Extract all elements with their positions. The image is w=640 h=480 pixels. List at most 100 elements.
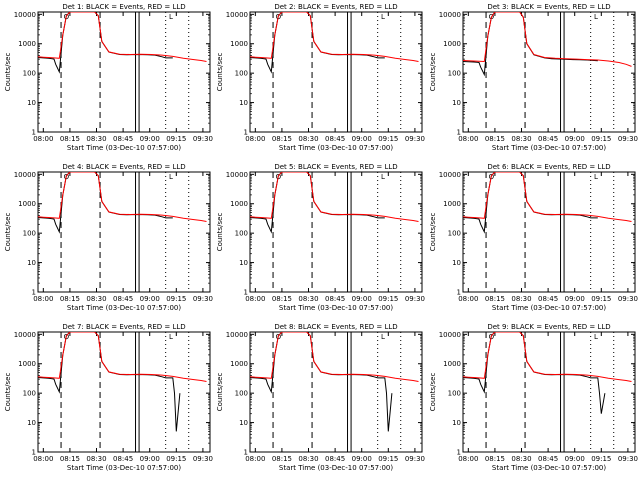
- x-tick-label: 08:45: [113, 455, 133, 463]
- x-tick-label: 08:00: [33, 295, 53, 303]
- x-tick-label: 08:30: [511, 135, 531, 143]
- y-tick-label: 10000: [14, 11, 36, 19]
- series-events-line: [463, 332, 606, 414]
- x-tick-label: 08:30: [86, 295, 106, 303]
- x-tick-label: 08:15: [60, 455, 80, 463]
- x-tick-label: 08:15: [485, 455, 505, 463]
- y-tick-label: 10: [239, 419, 248, 427]
- x-tick-label: 08:45: [113, 295, 133, 303]
- x-tick-label: 08:30: [86, 135, 106, 143]
- y-tick-label: 1: [244, 449, 248, 457]
- panel-det-1: Det 1: BLACK = Events, RED = LLD 1 10 100 10…: [4, 3, 213, 152]
- x-tick-label: 09:30: [193, 455, 213, 463]
- y-tick-label: 100: [23, 230, 36, 238]
- series-lld-line: [250, 12, 419, 62]
- y-tick-label: 100: [448, 70, 461, 78]
- y-axis-label: Counts/sec: [216, 213, 224, 252]
- y-tick-label: 100: [235, 230, 248, 238]
- panel-det-4: Det 4: BLACK = Events, RED = LLD 1 10 100 10…: [4, 163, 213, 312]
- x-tick-label: 08:30: [298, 295, 318, 303]
- x-tick-label: 09:15: [591, 295, 611, 303]
- series-lld-line: [38, 332, 207, 382]
- panel-det-2: Det 2: BLACK = Events, RED = LLD 1 10 100 10…: [216, 3, 425, 152]
- x-tick-label: 08:00: [458, 295, 478, 303]
- x-tick-label: 09:00: [565, 455, 585, 463]
- y-tick-label: 10: [452, 99, 461, 107]
- x-tick-label: 08:45: [538, 135, 558, 143]
- x-tick-label: 08:00: [245, 135, 265, 143]
- y-tick-label: 1000: [18, 40, 36, 48]
- x-tick-label: 08:30: [298, 455, 318, 463]
- x-tick-label: 09:30: [405, 455, 425, 463]
- x-axis-label: Start Time (03-Dec-10 07:57:00): [67, 464, 181, 472]
- panel-title: Det 3: BLACK = Events, RED = LLD: [487, 3, 610, 11]
- panel-det-3: Det 3: BLACK = Events, RED = LLD 1 10 100 10…: [429, 3, 638, 152]
- y-tick-label: 1000: [230, 40, 248, 48]
- series-events-line: [38, 12, 173, 74]
- series-events-line: [38, 332, 181, 432]
- x-tick-label: 08:30: [298, 135, 318, 143]
- x-tick-label: 09:00: [140, 135, 160, 143]
- y-tick-label: 1000: [443, 40, 461, 48]
- y-tick-label: 10000: [439, 331, 461, 339]
- x-axis-label: Start Time (03-Dec-10 07:57:00): [492, 304, 606, 312]
- series-lld-line: [38, 12, 207, 62]
- y-tick-label: 1: [244, 289, 248, 297]
- y-axis-label: Counts/sec: [429, 53, 437, 92]
- panel-det-7: Det 7: BLACK = Events, RED = LLD 1 10 100 10…: [4, 323, 213, 472]
- x-tick-label: 08:15: [485, 295, 505, 303]
- y-tick-label: 1000: [443, 200, 461, 208]
- state-marker: L: [169, 173, 173, 181]
- x-tick-label: 09:30: [618, 135, 638, 143]
- y-tick-label: 10: [452, 259, 461, 267]
- y-tick-label: 1: [32, 129, 36, 137]
- y-axis-label: Counts/sec: [429, 373, 437, 412]
- y-tick-label: 1: [457, 129, 461, 137]
- plot-frame: [37, 11, 211, 133]
- y-tick-label: 100: [448, 390, 461, 398]
- y-tick-label: 10: [452, 419, 461, 427]
- y-tick-label: 1000: [18, 200, 36, 208]
- x-tick-label: 09:00: [352, 455, 372, 463]
- x-axis-label: Start Time (03-Dec-10 07:57:00): [67, 144, 181, 152]
- state-marker: L: [594, 333, 598, 341]
- series-lld-line: [463, 332, 632, 382]
- y-tick-label: 10: [27, 419, 36, 427]
- plot-frame: [37, 331, 211, 453]
- plot-frame: [249, 171, 423, 293]
- plot-frame: [462, 11, 636, 133]
- series-lld-line: [250, 172, 419, 222]
- series-events-line: [38, 172, 173, 234]
- x-tick-label: 08:30: [511, 295, 531, 303]
- y-tick-label: 100: [448, 230, 461, 238]
- panel-title: Det 2: BLACK = Events, RED = LLD: [274, 3, 397, 11]
- x-axis-label: Start Time (03-Dec-10 07:57:00): [279, 304, 393, 312]
- x-tick-label: 08:15: [485, 135, 505, 143]
- x-tick-label: 09:15: [378, 135, 398, 143]
- x-tick-label: 08:30: [511, 455, 531, 463]
- x-tick-label: 09:00: [352, 295, 372, 303]
- x-tick-label: 08:30: [86, 455, 106, 463]
- x-tick-label: 09:30: [618, 455, 638, 463]
- panel-title: Det 1: BLACK = Events, RED = LLD: [62, 3, 185, 11]
- x-tick-label: 08:15: [60, 295, 80, 303]
- panel-det-5: Det 5: BLACK = Events, RED = LLD 1 10 100 10…: [216, 163, 425, 312]
- y-tick-label: 1: [32, 289, 36, 297]
- x-axis-label: Start Time (03-Dec-10 07:57:00): [279, 144, 393, 152]
- y-tick-label: 10000: [226, 11, 248, 19]
- y-tick-label: 10000: [439, 11, 461, 19]
- state-marker: L: [594, 173, 598, 181]
- x-tick-label: 08:00: [245, 295, 265, 303]
- y-tick-label: 1: [244, 129, 248, 137]
- series-lld-line: [463, 12, 632, 67]
- y-tick-label: 1: [457, 449, 461, 457]
- x-axis-label: Start Time (03-Dec-10 07:57:00): [279, 464, 393, 472]
- x-tick-label: 08:00: [458, 455, 478, 463]
- state-marker: L: [381, 333, 385, 341]
- y-axis-label: Counts/sec: [429, 213, 437, 252]
- series-lld-line: [463, 172, 632, 222]
- x-tick-label: 09:30: [618, 295, 638, 303]
- panel-title: Det 8: BLACK = Events, RED = LLD: [274, 323, 397, 331]
- y-axis-label: Counts/sec: [216, 373, 224, 412]
